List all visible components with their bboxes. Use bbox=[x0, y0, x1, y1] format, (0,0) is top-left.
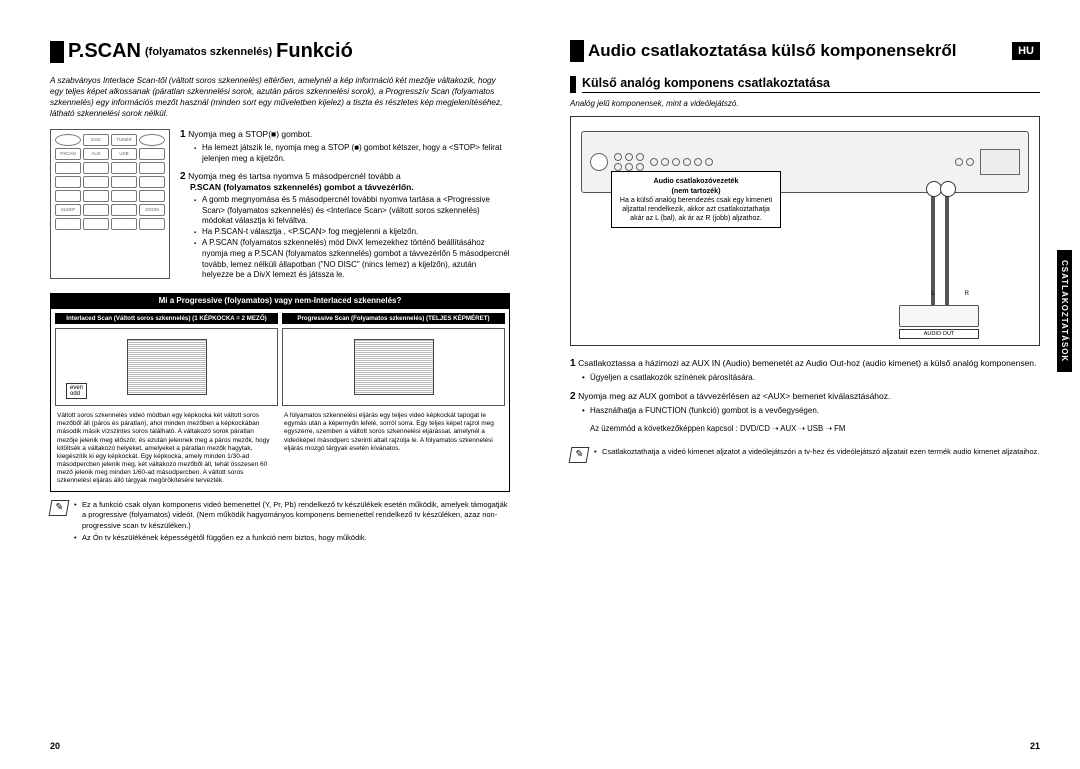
vcr-icon bbox=[899, 305, 979, 327]
note-2: Az Ön tv készülékének képességétől függő… bbox=[74, 533, 510, 543]
step2-b1: A gomb megnyomása és 5 másodpercnél tová… bbox=[194, 195, 510, 227]
r-step2-b1: Használhatja a FUNCTION (funkció) gombot… bbox=[582, 405, 1040, 416]
r-step1-text: Csatlakoztassa a házimozi az AUX IN (Aud… bbox=[578, 358, 1036, 368]
title-suffix: Funkció bbox=[276, 40, 353, 63]
r-step2-num: 2 bbox=[570, 391, 576, 402]
note-icon: ✎ bbox=[569, 447, 590, 463]
r-step2-text: Nyomja meg az AUX gombot a távvezérlésen… bbox=[578, 391, 890, 401]
left-page: P.SCAN (folyamatos szkennelés) Funkció A… bbox=[0, 0, 540, 769]
intro-text: A szabványos Interlace Scan-től (váltott… bbox=[50, 75, 510, 119]
remote-diagram: DVDTUNER PSCANAUXUSB SLEEPZOOM bbox=[50, 129, 170, 279]
even-odd-label: even odd bbox=[66, 383, 87, 399]
step1-num: 1 bbox=[180, 129, 186, 140]
callout-body: Ha a külső analóg berendezés csak egy ki… bbox=[620, 197, 772, 222]
scan-desc-right: A folyamatos szkennelési eljárás egy tel… bbox=[282, 410, 505, 487]
right-title-bar: Audio csatlakoztatása külső komponensekr… bbox=[570, 40, 1040, 62]
r-step-1: 1 Csatlakoztassa a házimozi az AUX IN (A… bbox=[570, 358, 1040, 383]
scan-question-band: Mi a Progressive (folyamatos) vagy nem-I… bbox=[50, 293, 510, 308]
r-step1-num: 1 bbox=[570, 358, 576, 369]
cable-callout: Audio csatlakozóvezeték (nem tartozék) H… bbox=[611, 171, 781, 228]
step1-bullet: Ha lemezt játszik le, nyomja meg a STOP … bbox=[194, 143, 510, 165]
interlaced-thumb: even odd bbox=[55, 328, 278, 406]
side-tab: CSATLAKOZTATÁSOK bbox=[1057, 250, 1072, 372]
left-title-bar: P.SCAN (folyamatos szkennelés) Funkció bbox=[50, 40, 510, 63]
mode-cycle-note: Az üzemmód a következőképpen kapcsol : D… bbox=[590, 424, 1040, 433]
note-box: ✎ Ez a funkció csak olyan komponens vide… bbox=[50, 500, 510, 545]
step-2: 2 Nyomja meg és tartsa nyomva 5 másodper… bbox=[180, 171, 510, 281]
title-block-icon bbox=[570, 40, 584, 62]
step1-text: Nyomja meg a STOP(■) gombot. bbox=[188, 129, 312, 139]
connection-diagram: Audio csatlakozóvezeték (nem tartozék) H… bbox=[570, 116, 1040, 346]
lr-labels: L R bbox=[931, 291, 969, 297]
sub-block-icon bbox=[570, 76, 576, 93]
audio-out-label: AUDIO OUT bbox=[899, 329, 979, 339]
lang-badge: HU bbox=[1012, 42, 1040, 60]
title-block-icon bbox=[50, 41, 64, 63]
step2-text-a: Nyomja meg és tartsa nyomva 5 másodpercn… bbox=[188, 171, 401, 181]
callout-h1: Audio csatlakozóvezeték bbox=[653, 176, 738, 185]
right-steps: 1 Csatlakoztassa a házimozi az AUX IN (A… bbox=[570, 358, 1040, 433]
step2-num: 2 bbox=[180, 171, 186, 182]
page-number-right: 21 bbox=[1030, 741, 1040, 751]
scan-desc-left: Váltott soros szkennelés videó módban eg… bbox=[55, 410, 278, 487]
label-l: L bbox=[931, 291, 934, 297]
sub-header: Külső analóg komponens csatlakoztatása bbox=[570, 76, 1040, 93]
sub-caption: Analóg jelű komponensek, mint a videólej… bbox=[570, 99, 1040, 108]
r-step1-b1: Ügyeljen a csatlakozók színének párosítá… bbox=[582, 372, 1040, 383]
step2-b2: Ha P.SCAN-t választja , <P.SCAN> fog meg… bbox=[194, 227, 510, 238]
r-note-box: ✎ Csatlakoztathatja a videó kimenet aljz… bbox=[570, 447, 1040, 463]
step2-text-b: P.SCAN (folyamatos szkennelés) gombot a … bbox=[190, 182, 414, 192]
note-1: Ez a funkció csak olyan komponens videó … bbox=[74, 500, 510, 530]
title-paren: (folyamatos szkennelés) bbox=[145, 46, 272, 58]
r-step-2: 2 Nyomja meg az AUX gombot a távvezérlés… bbox=[570, 391, 1040, 433]
step-1: 1 Nyomja meg a STOP(■) gombot. Ha lemezt… bbox=[180, 129, 510, 165]
content-columns: DVDTUNER PSCANAUXUSB SLEEPZOOM 1 Nyomja … bbox=[50, 129, 510, 287]
r-bottom-note: Csatlakoztathatja a videó kimenet aljzat… bbox=[594, 447, 1039, 457]
step2-b3: A P.SCAN (folyamatos szkennelés) mód Div… bbox=[194, 238, 510, 281]
sub-title: Külső analóg komponens csatlakoztatása bbox=[582, 76, 1040, 93]
callout-h2: (nem tartozék) bbox=[671, 186, 720, 195]
title-main: P.SCAN bbox=[68, 40, 141, 63]
note-icon: ✎ bbox=[49, 500, 70, 516]
progressive-thumb bbox=[282, 328, 505, 406]
scan-comparison-box: Interlaced Scan (Váltott soros szkennelé… bbox=[50, 308, 510, 492]
page-number-left: 20 bbox=[50, 741, 60, 751]
label-r: R bbox=[965, 291, 969, 297]
steps-column: 1 Nyomja meg a STOP(■) gombot. Ha lemezt… bbox=[180, 129, 510, 287]
scan-header-right: Progressive Scan (Folyamatos szkennelés)… bbox=[282, 313, 505, 324]
right-title: Audio csatlakoztatása külső komponensekr… bbox=[588, 41, 956, 61]
scan-header-left: Interlaced Scan (Váltott soros szkennelé… bbox=[55, 313, 278, 324]
right-page: CSATLAKOZTATÁSOK Audio csatlakoztatása k… bbox=[540, 0, 1080, 769]
